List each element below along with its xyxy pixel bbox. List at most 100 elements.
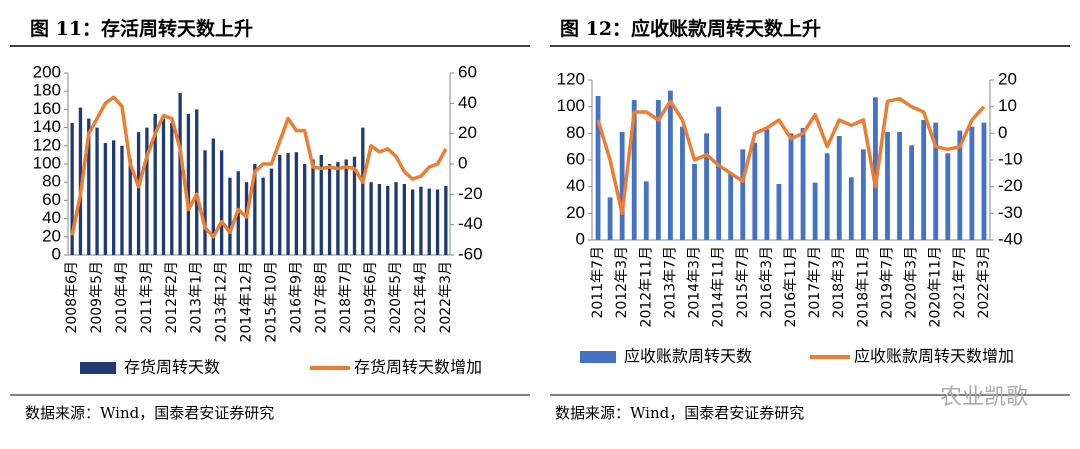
y-tick-label: 120 [557, 69, 585, 88]
y-tick-label: 60 [42, 190, 61, 209]
bar [752, 142, 758, 240]
bar [800, 128, 806, 240]
bar [261, 177, 265, 255]
x-tick-label: 2016年3月 [759, 246, 775, 319]
bar [327, 164, 332, 255]
bar [203, 150, 207, 255]
bar [655, 100, 661, 240]
x-tick-label: 2013年12月 [214, 261, 230, 342]
bar [921, 120, 927, 240]
bar [419, 186, 423, 255]
bar [319, 154, 323, 255]
bar [631, 100, 637, 240]
x-tick-label: 2015年10月 [263, 261, 279, 342]
y-tick-label: 60 [566, 149, 585, 168]
bar [369, 182, 373, 255]
y-tick-label: 40 [566, 176, 585, 195]
y-tick-label: 20 [566, 203, 585, 222]
legend-label: 应收账款周转天数增加 [854, 347, 1014, 366]
y2-tick-label: 60 [458, 62, 477, 81]
x-tick-label: 2018年3月 [831, 246, 847, 319]
x-tick-label: 2016年11月 [783, 246, 799, 327]
bar [885, 132, 890, 240]
bar [219, 150, 224, 255]
y-tick-label: 120 [33, 135, 61, 154]
x-tick-label: 2011年7月 [590, 246, 606, 319]
bar [344, 159, 348, 255]
bar [969, 126, 975, 240]
x-tick-label: 2013年7月 [662, 246, 678, 319]
bar [95, 127, 99, 255]
x-tick-label: 2022年3月 [976, 246, 992, 319]
bar [909, 145, 915, 240]
legend-label: 应收账款周转天数 [624, 347, 752, 366]
line [596, 96, 986, 216]
y2-tick-label: -60 [458, 244, 483, 263]
bar [394, 182, 398, 255]
chart-title: 图 11：存活周转天数上升 [30, 17, 253, 40]
y-tick-label: 0 [52, 244, 61, 263]
bar [897, 132, 902, 240]
x-tick-label: 2020年11月 [928, 246, 944, 327]
x-tick-label: 2017年7月 [807, 246, 823, 319]
bar [70, 123, 74, 255]
bar [667, 90, 673, 241]
x-tick-label: 2012年3月 [614, 246, 630, 319]
x-tick-label: 2022年3月 [438, 261, 454, 334]
bar [788, 133, 794, 240]
bar [361, 127, 365, 255]
x-tick-label: 2014年12月 [239, 261, 255, 342]
bar [161, 118, 166, 255]
source: 数据来源：Wind，国泰君安证券研究 [25, 404, 274, 422]
bar [680, 126, 685, 240]
bar [692, 164, 697, 240]
y-tick-label: 40 [42, 208, 61, 227]
x-tick-label: 2016年9月 [288, 261, 304, 334]
line [70, 95, 448, 239]
bar [643, 181, 649, 240]
bar [444, 185, 448, 255]
y2-tick-label: -10 [998, 149, 1023, 168]
x-tick-label: 2020年5月 [388, 261, 404, 334]
x-tick-label: 2012年11月 [638, 246, 654, 327]
bar [848, 177, 854, 240]
y-tick-label: 80 [566, 123, 585, 142]
x-tick-label: 2021年4月 [413, 261, 429, 334]
bar [595, 96, 601, 240]
bar [836, 136, 842, 240]
bar [957, 130, 963, 240]
bar [764, 129, 770, 240]
legend-swatch [80, 362, 116, 374]
bar [211, 138, 215, 255]
bar [286, 153, 290, 255]
x-tick-label: 2013年1月 [189, 261, 205, 334]
bar [186, 113, 191, 255]
x-tick-label: 2019年6月 [363, 261, 379, 334]
x-tick-label: 2011年3月 [139, 261, 155, 334]
y2-tick-label: -20 [998, 176, 1023, 195]
source: 数据来源：Wind，国泰君安证券研究 [555, 404, 804, 422]
y2-tick-label: 40 [458, 93, 477, 112]
y2-tick-label: -30 [998, 203, 1023, 222]
y-tick-label: 100 [557, 96, 585, 115]
x-tick-label: 2019年7月 [879, 246, 895, 319]
x-tick-label: 2014年11月 [711, 246, 727, 327]
y2-tick-label: 20 [998, 69, 1017, 88]
bar [311, 159, 315, 255]
y2-tick-label: 10 [998, 96, 1017, 115]
bar [386, 185, 390, 255]
bar [112, 140, 116, 255]
bar [812, 182, 818, 240]
y-tick-label: 100 [33, 153, 61, 172]
bar [178, 93, 182, 256]
bar [136, 132, 141, 255]
x-tick-label: 2014年3月 [687, 246, 703, 319]
y2-tick-label: -20 [458, 184, 483, 203]
bar [87, 118, 91, 255]
y2-tick-label: 20 [458, 123, 477, 142]
bar [402, 184, 406, 255]
bar [704, 133, 709, 240]
bar [294, 152, 299, 255]
bar [945, 153, 951, 240]
